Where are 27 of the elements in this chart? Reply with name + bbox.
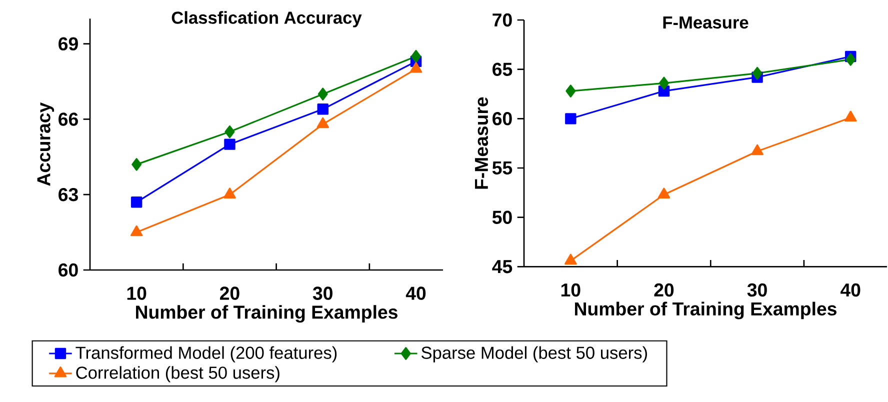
y-tick-label: 45 bbox=[492, 260, 512, 274]
x-tick-label: 10 bbox=[561, 283, 580, 297]
y-tick-label: 69 bbox=[58, 37, 78, 50]
y-tick-label: 50 bbox=[492, 210, 512, 224]
chart-title: F-Measure bbox=[663, 16, 748, 29]
y-tick-label: 66 bbox=[58, 112, 78, 126]
x-tick-label: 30 bbox=[312, 286, 332, 300]
x-tick-label: 20 bbox=[220, 286, 240, 300]
x-axis-title: Number of Training Examples bbox=[136, 305, 398, 323]
x-tick-label: 30 bbox=[747, 283, 767, 297]
x-tick-label: 10 bbox=[127, 286, 146, 300]
y-tick-label: 60 bbox=[58, 263, 78, 277]
x-axis-title: Number of Training Examples bbox=[575, 302, 836, 320]
legend-label: Sparse Model (best 50 users) bbox=[422, 346, 647, 362]
y-tick-label: 70 bbox=[492, 13, 512, 27]
legend-label: Correlation (best 50 users) bbox=[76, 366, 280, 382]
legend-label: Transformed Model (200 features) bbox=[76, 346, 337, 362]
x-tick-label: 20 bbox=[654, 283, 674, 297]
y-axis-title: F-Measure bbox=[475, 97, 488, 189]
y-tick-label: 60 bbox=[492, 112, 512, 126]
x-tick-label: 40 bbox=[406, 286, 426, 300]
chart-title: Classfication Accuracy bbox=[172, 11, 362, 28]
y-tick-label: 55 bbox=[492, 161, 512, 175]
y-tick-label: 63 bbox=[58, 188, 78, 202]
x-tick-label: 40 bbox=[840, 283, 860, 297]
y-tick-label: 65 bbox=[492, 62, 512, 76]
y-axis-title: Accuracy bbox=[37, 102, 54, 186]
